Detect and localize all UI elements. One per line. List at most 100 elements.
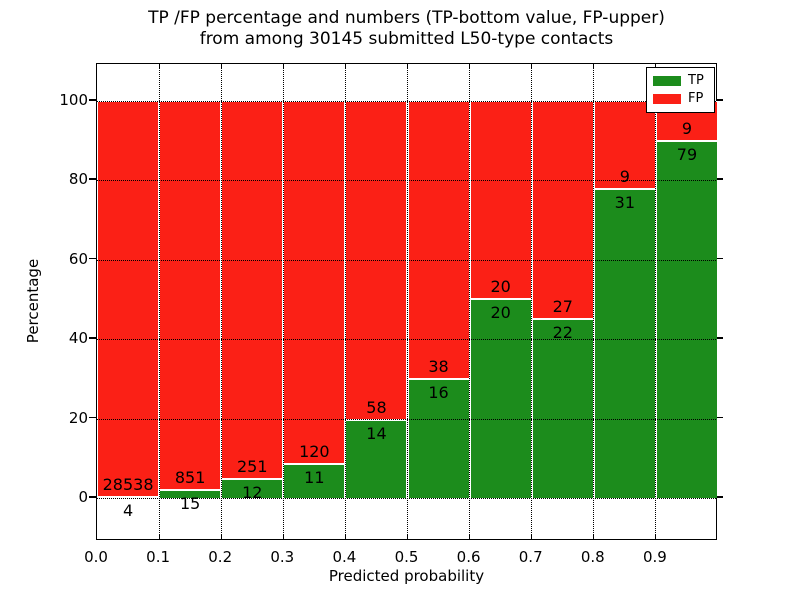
x-tick-mark-bottom bbox=[407, 534, 408, 539]
x-tick-mark-top bbox=[158, 64, 160, 69]
x-tick-mark-top bbox=[220, 64, 222, 69]
x-tick-mark-bottom bbox=[282, 534, 284, 539]
y-tick-label: 0 bbox=[78, 488, 88, 506]
y-tick-label: 40 bbox=[68, 329, 88, 348]
x-tick-mark-bottom bbox=[158, 534, 160, 539]
tp-count-label: 79 bbox=[676, 144, 698, 164]
y-tick-mark-right bbox=[717, 416, 723, 419]
x-tick-mark-top bbox=[531, 64, 533, 69]
tp-count-label: 15 bbox=[179, 494, 201, 514]
y-tick-mark-left bbox=[89, 416, 96, 419]
x-tick-mark-top bbox=[655, 64, 657, 69]
fp-count-label: 58 bbox=[366, 397, 387, 417]
x-tick-label: 0.9 bbox=[642, 548, 667, 566]
fp-count-label: 851 bbox=[174, 468, 206, 488]
y-tick-label: 60 bbox=[68, 249, 88, 268]
x-tick-label: 0.7 bbox=[518, 548, 543, 566]
y-tick-mark-left bbox=[89, 99, 96, 101]
x-tick-label: 0.6 bbox=[456, 548, 481, 566]
x-tick-mark-top bbox=[344, 64, 346, 69]
bar-segment-tp bbox=[531, 319, 594, 498]
fp-count-label: 9 bbox=[619, 167, 630, 187]
horizontal-gridline bbox=[97, 339, 716, 341]
y-tick-mark-right bbox=[717, 99, 723, 101]
legend-label: TP bbox=[688, 73, 704, 88]
legend-label: FP bbox=[688, 91, 704, 106]
bar-segment-tp bbox=[221, 479, 284, 498]
vertical-gridline bbox=[469, 64, 471, 539]
x-tick-mark-bottom bbox=[344, 534, 346, 539]
vertical-gridline bbox=[655, 64, 657, 539]
plot-area: 28538 4 851 15 251 12 120 11 58 14 38 16 20 20 27 22 9 31… bbox=[96, 63, 718, 540]
y-tick-label: 100 bbox=[59, 91, 88, 109]
fp-count-label: 28538 bbox=[102, 474, 154, 494]
tp-count-label: 11 bbox=[304, 467, 325, 487]
x-tick-mark-top bbox=[282, 64, 284, 69]
x-tick-label: 0.0 bbox=[84, 548, 108, 566]
bar-segment-tp bbox=[159, 491, 222, 498]
legend-entry: FP bbox=[653, 92, 708, 106]
x-tick-mark-bottom bbox=[655, 534, 657, 539]
y-tick-mark-left bbox=[89, 178, 96, 180]
tp-count-label: 12 bbox=[242, 482, 263, 502]
vertical-gridline bbox=[531, 64, 533, 539]
x-tick-mark-bottom bbox=[593, 534, 595, 539]
chart-title-line1: TP /FP percentage and numbers (TP-bottom… bbox=[148, 8, 665, 28]
y-tick-mark-right bbox=[717, 257, 723, 260]
bar-segment-fp bbox=[531, 101, 594, 320]
x-axis-title: Predicted probability bbox=[328, 567, 485, 585]
tp-count-label: 31 bbox=[614, 193, 636, 213]
y-tick-label: 20 bbox=[68, 408, 88, 427]
x-tick-mark-bottom bbox=[531, 534, 533, 539]
bar-segment-tp bbox=[283, 464, 346, 498]
vertical-gridline bbox=[158, 64, 160, 539]
horizontal-gridline bbox=[97, 498, 716, 499]
x-tick-label: 0.5 bbox=[394, 548, 419, 566]
x-tick-label: 0.2 bbox=[208, 548, 233, 566]
vertical-gridline bbox=[344, 64, 346, 539]
x-tick-label: 0.4 bbox=[332, 548, 357, 566]
legend-swatch-tp bbox=[653, 76, 681, 86]
x-tick-label: 0.3 bbox=[270, 548, 295, 566]
tp-count-label: 20 bbox=[490, 302, 511, 322]
x-tick-mark-top bbox=[407, 64, 408, 69]
horizontal-gridline bbox=[97, 101, 716, 102]
chart-title-line2: from among 30145 submitted L50-type cont… bbox=[199, 29, 614, 49]
fp-count-label: 38 bbox=[428, 357, 449, 377]
x-tick-mark-top bbox=[593, 64, 595, 69]
fp-count-label: 251 bbox=[236, 456, 268, 476]
bar-segment-tp bbox=[345, 420, 408, 498]
y-tick-mark-left bbox=[89, 337, 96, 339]
x-tick-mark-top bbox=[469, 64, 471, 69]
vertical-gridline bbox=[407, 64, 408, 539]
fp-count-label: 20 bbox=[490, 276, 511, 296]
vertical-gridline bbox=[282, 64, 284, 539]
y-axis-title: Percentage bbox=[24, 258, 42, 344]
y-tick-mark-right bbox=[717, 178, 723, 180]
tp-count-label: 22 bbox=[552, 322, 573, 342]
y-tick-label: 80 bbox=[68, 170, 88, 189]
legend: TP FP bbox=[646, 67, 715, 113]
y-tick-mark-left bbox=[89, 496, 96, 498]
bar-segment-tp bbox=[593, 190, 656, 498]
bar-segment-fp bbox=[469, 101, 532, 300]
legend-entry: TP bbox=[653, 74, 708, 88]
tp-count-label: 14 bbox=[366, 423, 387, 443]
y-tick-mark-right bbox=[717, 337, 723, 339]
horizontal-gridline bbox=[97, 418, 716, 420]
vertical-gridline bbox=[593, 64, 595, 539]
horizontal-gridline bbox=[97, 180, 716, 182]
y-tick-mark-right bbox=[717, 496, 723, 498]
x-tick-label: 0.8 bbox=[580, 548, 605, 566]
bar-segment-tp bbox=[655, 141, 718, 498]
fp-count-label: 120 bbox=[299, 441, 330, 461]
bar-segment-tp bbox=[407, 380, 470, 498]
horizontal-gridline bbox=[97, 259, 716, 261]
chart-title: TP /FP percentage and numbers (TP-bottom… bbox=[96, 8, 717, 50]
tp-count-label: 16 bbox=[428, 383, 449, 403]
tp-count-label: 4 bbox=[122, 500, 134, 520]
bar-segment-fp bbox=[407, 101, 470, 381]
bar-segment-fp bbox=[159, 101, 222, 492]
vertical-gridline bbox=[220, 64, 222, 539]
